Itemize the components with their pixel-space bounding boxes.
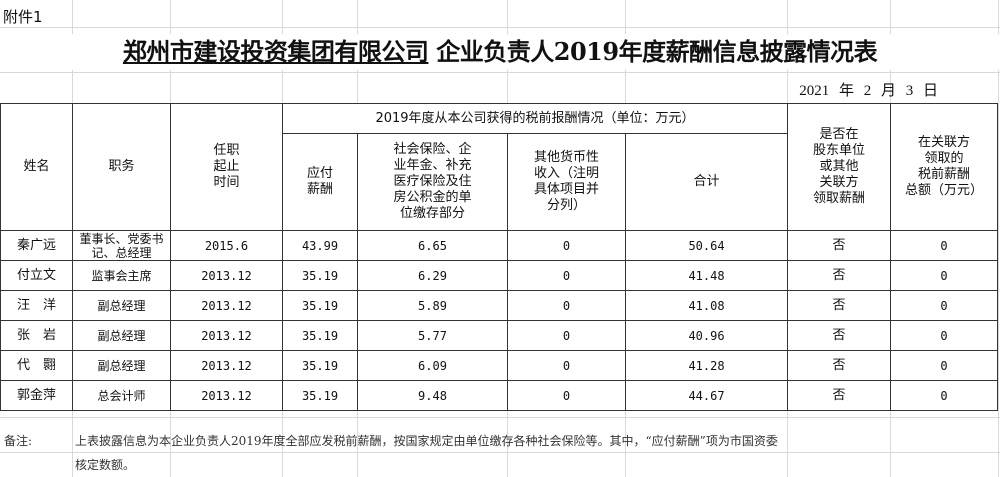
cell-name: 汪 洋	[0, 290, 73, 321]
table-row: 代 翾副总经理 2013.12 35.19 6.09 0 41.28 否 0	[0, 350, 998, 381]
cell-other: 0	[507, 320, 626, 351]
cell-tenure: 2013.12	[170, 380, 283, 411]
cell-payable: 35.19	[282, 290, 358, 321]
cell-name: 张 岩	[0, 320, 73, 351]
cell-tenure: 2013.12	[170, 290, 283, 321]
cell-tenure: 2013.12	[170, 350, 283, 381]
cell-tenure: 2015.6	[170, 230, 283, 261]
page-title: 郑州市建设投资集团有限公司 企业负责人2019年度薪酬信息披露情况表	[0, 34, 1000, 70]
cell-other: 0	[507, 290, 626, 321]
table-row: 汪 洋副总经理 2013.12 35.19 5.89 0 41.08 否 0	[0, 290, 998, 321]
notes-line-1: 上表披露信息为本企业负责人2019年度全部应发税前薪酬，按国家规定由单位缴存各种…	[75, 434, 778, 448]
cell-total: 41.28	[625, 350, 788, 381]
cell-other: 0	[507, 260, 626, 291]
cell-related: 0	[890, 290, 998, 321]
cell-total: 41.48	[625, 260, 788, 291]
cell-insurance: 6.65	[357, 230, 508, 261]
header-name: 姓名	[0, 103, 73, 231]
salary-table: 姓名 职务 任职 起止 时间 2019年度从本公司获得的税前报酬情况（单位：万元…	[0, 103, 998, 411]
cell-insurance: 6.09	[357, 350, 508, 381]
cell-tenure: 2013.12	[170, 320, 283, 351]
cell-insurance: 5.89	[357, 290, 508, 321]
header-insurance: 社会保险、企 业年金、补充 医疗保险及住 房公积金的单 位缴存部分	[357, 133, 508, 231]
attachment-label: 附件1	[3, 8, 43, 26]
cell-related: 0	[890, 350, 998, 381]
cell-other: 0	[507, 380, 626, 411]
cell-position: 副总经理	[72, 290, 171, 321]
cell-insurance: 9.48	[357, 380, 508, 411]
cell-name: 秦广远	[0, 230, 73, 261]
report-date: 2021 年 2 月 3 日	[799, 83, 938, 99]
header-related: 在关联方 领取的 税前薪酬 总额（万元）	[890, 103, 998, 231]
cell-other: 0	[507, 350, 626, 381]
cell-insurance: 6.29	[357, 260, 508, 291]
cell-position: 副总经理	[72, 320, 171, 351]
table-row: 张 岩副总经理 2013.12 35.19 5.77 0 40.96 否 0	[0, 320, 998, 351]
table-row: 秦广远 董事长、党委书记、总经理 2015.6 43.99 6.65 0 50.64 否 0	[0, 230, 998, 261]
cell-insurance: 5.77	[357, 320, 508, 351]
header-tenure: 任职 起止 时间	[170, 103, 283, 231]
table-row: 郭金萍 总会计师 2013.12 35.19 9.48 0 44.67 否 0	[0, 380, 998, 411]
cell-total: 40.96	[625, 320, 788, 351]
cell-name: 代 翾	[0, 350, 73, 381]
cell-name: 付立文	[0, 260, 73, 291]
cell-total: 50.64	[625, 230, 788, 261]
cell-position: 董事长、党委书记、总经理	[72, 230, 171, 261]
company-name: 郑州市建设投资集团有限公司	[122, 37, 429, 66]
cell-shareholder: 否	[787, 380, 891, 411]
cell-shareholder: 否	[787, 320, 891, 351]
cell-payable: 35.19	[282, 380, 358, 411]
cell-related: 0	[890, 380, 998, 411]
cell-position: 副总经理	[72, 350, 171, 381]
cell-name: 郭金萍	[0, 380, 73, 411]
notes-line-2: 核定数额。	[75, 458, 136, 472]
cell-shareholder: 否	[787, 260, 891, 291]
header-position: 职务	[72, 103, 171, 231]
header-other: 其他货币性 收入（注明 具体项目并 分列）	[507, 133, 626, 231]
notes-label: 备注:	[4, 434, 33, 448]
title-rest: 企业负责人2019年度薪酬信息披露情况表	[428, 37, 878, 66]
header-shareholder: 是否在 股东单位 或其他 关联方 领取薪酬	[787, 103, 891, 231]
cell-payable: 43.99	[282, 230, 358, 261]
cell-related: 0	[890, 320, 998, 351]
header-payable: 应付 薪酬	[282, 133, 358, 231]
cell-total: 41.08	[625, 290, 788, 321]
cell-payable: 35.19	[282, 260, 358, 291]
cell-position: 总会计师	[72, 380, 171, 411]
cell-shareholder: 否	[787, 350, 891, 381]
cell-shareholder: 否	[787, 230, 891, 261]
cell-payable: 35.19	[282, 320, 358, 351]
cell-tenure: 2013.12	[170, 260, 283, 291]
cell-total: 44.67	[625, 380, 788, 411]
table-row: 付立文 监事会主席 2013.12 35.19 6.29 0 41.48 否 0	[0, 260, 998, 291]
cell-position: 监事会主席	[72, 260, 171, 291]
cell-related: 0	[890, 230, 998, 261]
cell-other: 0	[507, 230, 626, 261]
cell-related: 0	[890, 260, 998, 291]
header-group: 2019年度从本公司获得的税前报酬情况（单位：万元）	[282, 103, 788, 134]
cell-shareholder: 否	[787, 290, 891, 321]
header-total: 合计	[625, 133, 788, 231]
cell-payable: 35.19	[282, 350, 358, 381]
